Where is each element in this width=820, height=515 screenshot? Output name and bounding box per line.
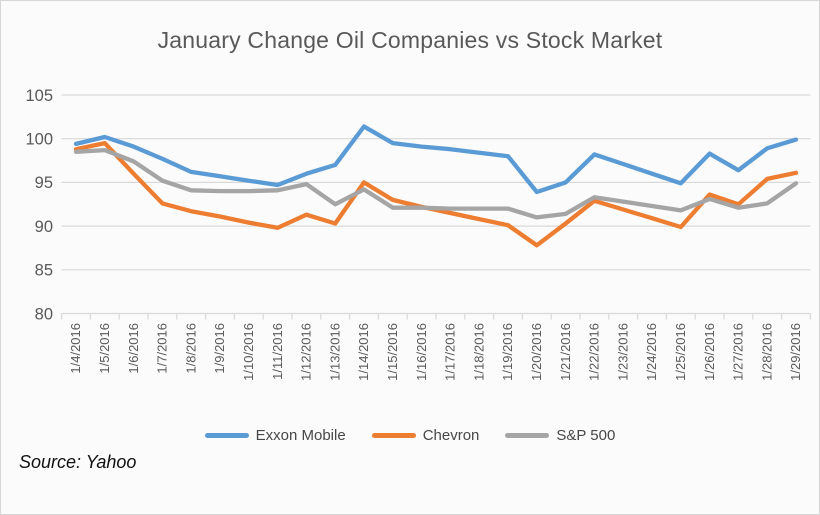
legend-swatch-chevron (371, 433, 416, 438)
x-axis-label: 1/27/2016 (731, 323, 746, 381)
legend-swatch-exxon-mobile (204, 433, 249, 438)
legend-label-sp500: S&P 500 (556, 427, 616, 444)
series-line-s-p-500 (73, 147, 799, 220)
legend-item-sp500: S&P 500 (505, 427, 615, 444)
x-axis-label: 1/20/2016 (529, 323, 544, 381)
legend-item-chevron: Chevron (371, 427, 480, 444)
x-axis-label: 1/10/2016 (241, 323, 256, 381)
x-axis-label: 1/15/2016 (385, 323, 400, 381)
x-axis-label: 1/19/2016 (500, 323, 515, 381)
source-note: Source: Yahoo (19, 452, 137, 472)
x-axis-label: 1/23/2016 (615, 323, 630, 381)
x-axis-label: 1/4/2016 (68, 323, 83, 374)
y-axis-label: 90 (35, 218, 53, 236)
x-axis-label: 1/7/2016 (155, 323, 170, 374)
y-axis-label: 105 (25, 87, 53, 105)
legend-item-exxon-mobile: Exxon Mobile (204, 427, 346, 444)
x-axis-label: 1/28/2016 (759, 323, 774, 381)
x-axis-label: 1/9/2016 (212, 323, 227, 374)
x-axis-label: 1/6/2016 (126, 323, 141, 374)
x-axis-label: 1/26/2016 (702, 323, 717, 381)
x-axis-label: 1/24/2016 (644, 323, 659, 381)
y-axis-label: 85 (35, 262, 53, 280)
x-axis-label: 1/5/2016 (97, 323, 112, 374)
x-axis-label: 1/8/2016 (183, 323, 198, 374)
x-axis-label: 1/18/2016 (471, 323, 486, 381)
x-axis-label: 1/16/2016 (414, 323, 429, 381)
y-axis-label: 100 (25, 130, 53, 148)
x-axis-label: 1/22/2016 (587, 323, 602, 381)
x-axis-label: 1/11/2016 (270, 323, 285, 380)
y-axis-label: 80 (35, 305, 53, 323)
x-axis-label: 1/21/2016 (558, 323, 573, 381)
legend-label-chevron: Chevron (422, 427, 480, 444)
chart-title: January Change Oil Companies vs Stock Ma… (157, 27, 663, 53)
x-axis-label: 1/13/2016 (327, 323, 342, 381)
legend-swatch-sp500 (505, 433, 550, 438)
series-line-exxon-mobile (73, 124, 799, 195)
chart-legend: Exxon Mobile Chevron S&P 500 (1, 427, 819, 444)
series-line-chevron (73, 140, 799, 248)
y-axis-label: 95 (35, 174, 53, 192)
legend-label-exxon-mobile: Exxon Mobile (255, 427, 346, 444)
x-axis-label: 1/17/2016 (443, 323, 458, 381)
x-axis-label: 1/14/2016 (356, 323, 371, 381)
x-axis-label: 1/29/2016 (788, 323, 803, 381)
x-axis-label: 1/25/2016 (673, 323, 688, 381)
x-axis-label: 1/12/2016 (299, 323, 314, 381)
